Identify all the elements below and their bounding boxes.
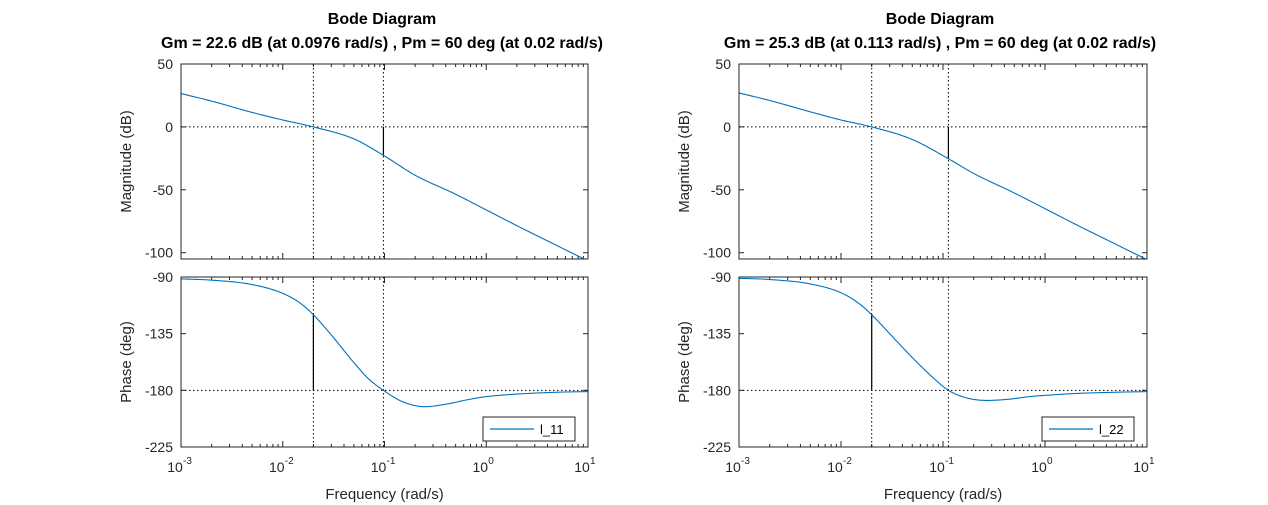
y-tick-label: -90 bbox=[711, 269, 731, 285]
y-tick-label: -50 bbox=[153, 182, 173, 198]
x-tick-base: 10 bbox=[472, 459, 488, 475]
y-tick-label: -225 bbox=[703, 439, 731, 455]
x-tick-exponent: -3 bbox=[183, 456, 192, 467]
x-tick-label: 10 0 bbox=[1031, 456, 1053, 475]
y-tick-label: -100 bbox=[145, 245, 173, 261]
x-tick-base: 10 bbox=[574, 459, 590, 475]
x-tick-label: 10 1 bbox=[1133, 456, 1155, 475]
y-tick-label: -180 bbox=[145, 382, 173, 398]
plot-area bbox=[181, 64, 588, 259]
x-tick-label: 10 -3 bbox=[725, 456, 750, 475]
magnitude-subplot: 50 0 -50 -100 Magnitude (dB) bbox=[676, 56, 1148, 261]
legend-label: l_11 bbox=[540, 422, 564, 437]
x-tick-label: 10 0 bbox=[472, 456, 494, 475]
x-tick-base: 10 bbox=[371, 459, 387, 475]
x-tick-exponent: -1 bbox=[387, 456, 396, 467]
y-axis-label: Phase (deg) bbox=[676, 321, 693, 403]
x-tick-label: 10 -2 bbox=[827, 456, 852, 475]
x-tick-exponent: 1 bbox=[590, 456, 596, 467]
y-tick-label: -225 bbox=[145, 439, 173, 455]
chart-title: Bode Diagram bbox=[886, 11, 994, 28]
bode-panel-2: Bode Diagram Gm = 25.3 dB (at 0.113 rad/s… bbox=[676, 11, 1156, 503]
y-axis-label: Magnitude (dB) bbox=[118, 110, 135, 213]
x-tick-label: 10 -1 bbox=[371, 456, 396, 475]
legend: l_11 bbox=[482, 416, 576, 442]
x-tick-exponent: 0 bbox=[1047, 456, 1053, 467]
x-tick-exponent: -2 bbox=[843, 456, 852, 467]
phase-series-line bbox=[739, 277, 1147, 401]
chart-subtitle: Gm = 25.3 dB (at 0.113 rad/s) , Pm = 60 … bbox=[724, 35, 1156, 52]
x-tick-label: 10 -1 bbox=[929, 456, 954, 475]
axes-frame bbox=[738, 276, 1148, 448]
axes-frame bbox=[738, 63, 1148, 260]
x-tick-exponent: 0 bbox=[488, 456, 494, 467]
y-tick-label: -100 bbox=[703, 245, 731, 261]
x-tick-base: 10 bbox=[1133, 459, 1149, 475]
magnitude-subplot: 50 0 -50 -100 Magnitude (dB) bbox=[118, 56, 589, 261]
y-tick-label: -180 bbox=[703, 382, 731, 398]
x-tick-label: 10 -2 bbox=[269, 456, 294, 475]
y-tick-label: -50 bbox=[711, 182, 731, 198]
magnitude-series-line bbox=[739, 92, 1147, 259]
x-tick-exponent: -2 bbox=[285, 456, 294, 467]
y-tick-label: -90 bbox=[153, 269, 173, 285]
y-tick-label: 0 bbox=[723, 119, 731, 135]
y-axis-label: Phase (deg) bbox=[118, 321, 135, 403]
x-axis-label: Frequency (rad/s) bbox=[884, 486, 1002, 503]
phase-series-line bbox=[181, 278, 588, 408]
axes-frame bbox=[180, 63, 589, 260]
legend-label: l_22 bbox=[1099, 422, 1124, 437]
magnitude-series-line bbox=[181, 93, 586, 259]
y-tick-label: -135 bbox=[703, 326, 731, 342]
x-tick-base: 10 bbox=[1031, 459, 1047, 475]
x-tick-exponent: -3 bbox=[741, 456, 750, 467]
legend: l_22 bbox=[1041, 416, 1135, 442]
y-axis-label: Magnitude (dB) bbox=[676, 110, 693, 213]
x-axis-label: Frequency (rad/s) bbox=[325, 486, 443, 503]
y-tick-label: 0 bbox=[165, 119, 173, 135]
x-tick-label: 10 1 bbox=[574, 456, 596, 475]
x-tick-base: 10 bbox=[929, 459, 945, 475]
x-tick-exponent: 1 bbox=[1149, 456, 1155, 467]
axes-frame bbox=[180, 276, 589, 448]
x-tick-base: 10 bbox=[167, 459, 183, 475]
x-tick-label: 10 -3 bbox=[167, 456, 192, 475]
x-tick-base: 10 bbox=[269, 459, 285, 475]
y-tick-label: -135 bbox=[145, 326, 173, 342]
y-tick-label: 50 bbox=[157, 56, 173, 72]
x-tick-exponent: -1 bbox=[945, 456, 954, 467]
x-tick-base: 10 bbox=[827, 459, 843, 475]
bode-panel-1: Bode Diagram Gm = 22.6 dB (at 0.0976 rad/… bbox=[118, 11, 603, 503]
chart-title: Bode Diagram bbox=[328, 11, 436, 28]
y-tick-label: 50 bbox=[715, 56, 731, 72]
x-tick-base: 10 bbox=[725, 459, 741, 475]
chart-subtitle: Gm = 22.6 dB (at 0.0976 rad/s) , Pm = 60… bbox=[161, 35, 603, 52]
